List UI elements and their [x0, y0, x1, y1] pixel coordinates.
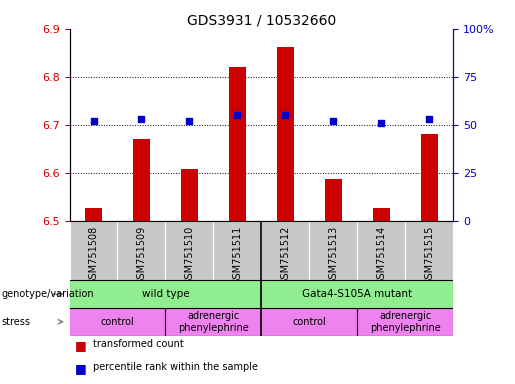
- Text: transformed count: transformed count: [93, 339, 183, 349]
- Text: GSM751513: GSM751513: [328, 225, 338, 285]
- Point: [90, 118, 98, 124]
- Bar: [421, 134, 438, 221]
- Point: [138, 116, 146, 122]
- Text: GSM751509: GSM751509: [136, 225, 146, 285]
- Bar: [277, 46, 294, 221]
- Text: GSM751510: GSM751510: [184, 225, 195, 285]
- Text: percentile rank within the sample: percentile rank within the sample: [93, 362, 258, 372]
- Text: GSM751508: GSM751508: [89, 225, 98, 285]
- Point: [329, 118, 337, 124]
- Text: Gata4-S105A mutant: Gata4-S105A mutant: [302, 289, 413, 299]
- Point: [233, 112, 242, 118]
- Text: GSM751515: GSM751515: [424, 225, 434, 285]
- Text: stress: stress: [1, 317, 30, 327]
- Bar: [229, 67, 246, 221]
- Point: [377, 120, 385, 126]
- Text: adrenergic
phenylephrine: adrenergic phenylephrine: [370, 311, 441, 333]
- Text: ■: ■: [75, 339, 87, 353]
- Point: [281, 112, 289, 118]
- Point: [425, 116, 433, 122]
- Text: control: control: [100, 317, 134, 327]
- Text: genotype/variation: genotype/variation: [1, 289, 94, 299]
- Text: GSM751514: GSM751514: [376, 225, 386, 285]
- Point: [185, 118, 194, 124]
- Bar: [133, 139, 150, 221]
- Bar: [85, 208, 102, 221]
- Text: control: control: [293, 317, 326, 327]
- Text: wild type: wild type: [142, 289, 189, 299]
- Text: adrenergic
phenylephrine: adrenergic phenylephrine: [178, 311, 249, 333]
- Text: GSM751512: GSM751512: [280, 225, 290, 285]
- Bar: [325, 179, 341, 221]
- Title: GDS3931 / 10532660: GDS3931 / 10532660: [187, 14, 336, 28]
- Text: ■: ■: [75, 362, 87, 376]
- Bar: [373, 208, 390, 221]
- Bar: [181, 169, 198, 221]
- Text: GSM751511: GSM751511: [232, 225, 243, 285]
